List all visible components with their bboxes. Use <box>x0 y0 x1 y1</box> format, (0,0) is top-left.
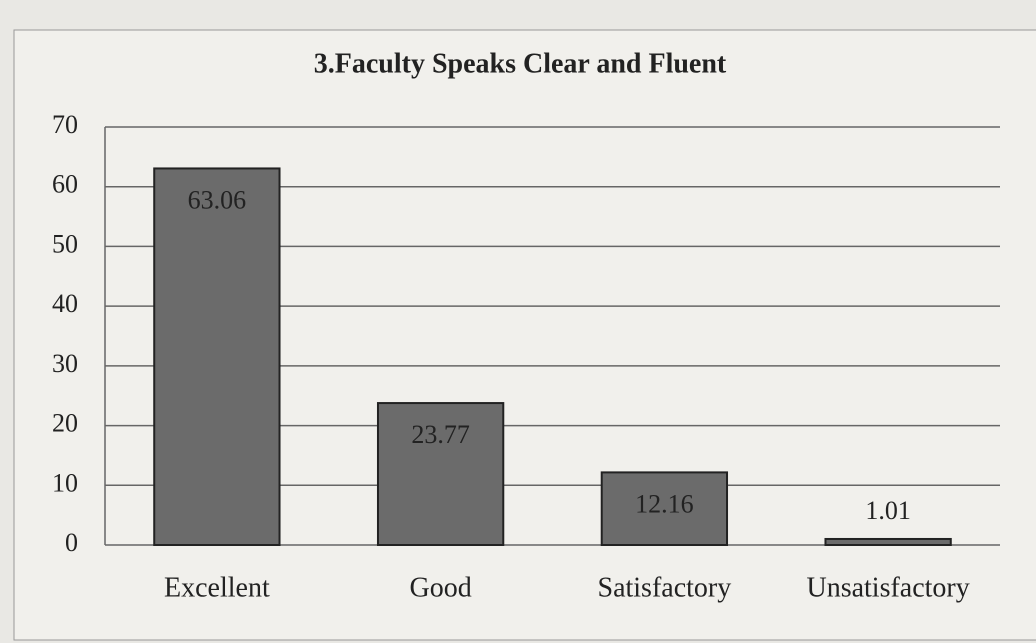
data-label: 23.77 <box>411 420 470 449</box>
y-tick-label: 20 <box>52 409 78 438</box>
x-tick-label: Excellent <box>164 572 270 603</box>
y-tick-label: 0 <box>65 528 78 557</box>
chart-title: 3.Faculty Speaks Clear and Fluent <box>314 48 727 79</box>
bar <box>824 537 952 547</box>
y-tick-label: 30 <box>52 349 78 378</box>
y-tick-label: 70 <box>52 110 78 139</box>
y-tick-label: 10 <box>52 468 78 497</box>
y-tick-label: 40 <box>52 289 78 318</box>
data-label: 12.16 <box>635 489 694 518</box>
data-label: 1.01 <box>865 496 911 525</box>
x-tick-label: Good <box>410 572 472 603</box>
data-label: 63.06 <box>188 185 247 214</box>
x-tick-label: Unsatisfactory <box>806 572 969 603</box>
bar <box>153 167 281 546</box>
y-tick-label: 50 <box>52 229 78 258</box>
bar <box>376 402 505 546</box>
bar <box>600 471 729 546</box>
y-tick-label: 60 <box>52 170 78 199</box>
x-tick-label: Satisfactory <box>598 572 732 603</box>
